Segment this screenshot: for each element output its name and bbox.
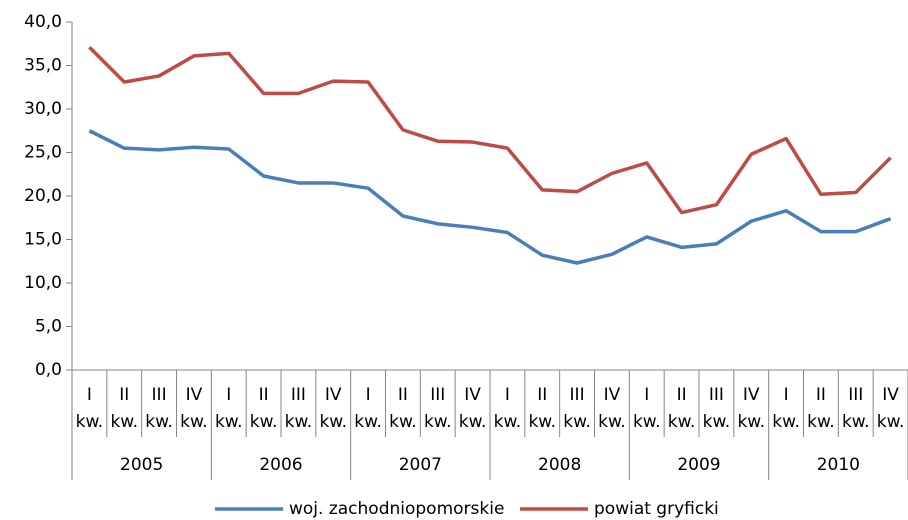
x-group-label: 2008	[538, 455, 581, 475]
x-group-label: 2007	[399, 455, 442, 475]
x-tick-label: III kw.	[424, 385, 452, 432]
x-tick-label: III kw.	[563, 385, 591, 432]
x-tick-label: III kw.	[703, 385, 731, 432]
x-tick-label: III kw.	[842, 385, 870, 432]
series-line	[88, 45, 892, 215]
y-tick-label: 10,0	[24, 273, 62, 293]
x-tick-label: II kw.	[389, 385, 417, 432]
x-tick-label: III kw.	[285, 385, 313, 432]
x-tick-label: IV kw.	[459, 385, 487, 432]
x-group-label: 2006	[259, 455, 302, 475]
x-tick-label: II kw.	[807, 385, 835, 432]
y-tick-label: 25,0	[24, 143, 62, 163]
series-line	[88, 129, 892, 265]
y-tick-label: 15,0	[24, 230, 62, 250]
y-tick-label: 30,0	[24, 99, 62, 119]
y-tick-label: 0,0	[35, 360, 62, 380]
x-tick-label: II kw.	[668, 385, 696, 432]
y-tick-label: 5,0	[35, 317, 62, 337]
x-group-label: 2010	[817, 455, 860, 475]
legend-label: woj. zachodniopomorskie	[289, 499, 504, 519]
x-group-label: 2005	[120, 455, 163, 475]
x-tick-label: II kw.	[250, 385, 278, 432]
x-tick-label: II kw.	[528, 385, 556, 432]
y-tick-label: 20,0	[24, 186, 62, 206]
x-tick-label: IV kw.	[180, 385, 208, 432]
x-tick-label: IV kw.	[877, 385, 905, 432]
x-tick-label: IV kw.	[319, 385, 347, 432]
x-group-label: 2009	[677, 455, 720, 475]
x-tick-label: III kw.	[145, 385, 173, 432]
x-tick-label: IV kw.	[737, 385, 765, 432]
y-tick-label: 35,0	[24, 56, 62, 76]
legend-label: powiat gryficki	[594, 499, 719, 519]
x-tick-label: IV kw.	[598, 385, 626, 432]
x-tick-label: II kw.	[110, 385, 138, 432]
y-tick-label: 40,0	[24, 12, 62, 32]
